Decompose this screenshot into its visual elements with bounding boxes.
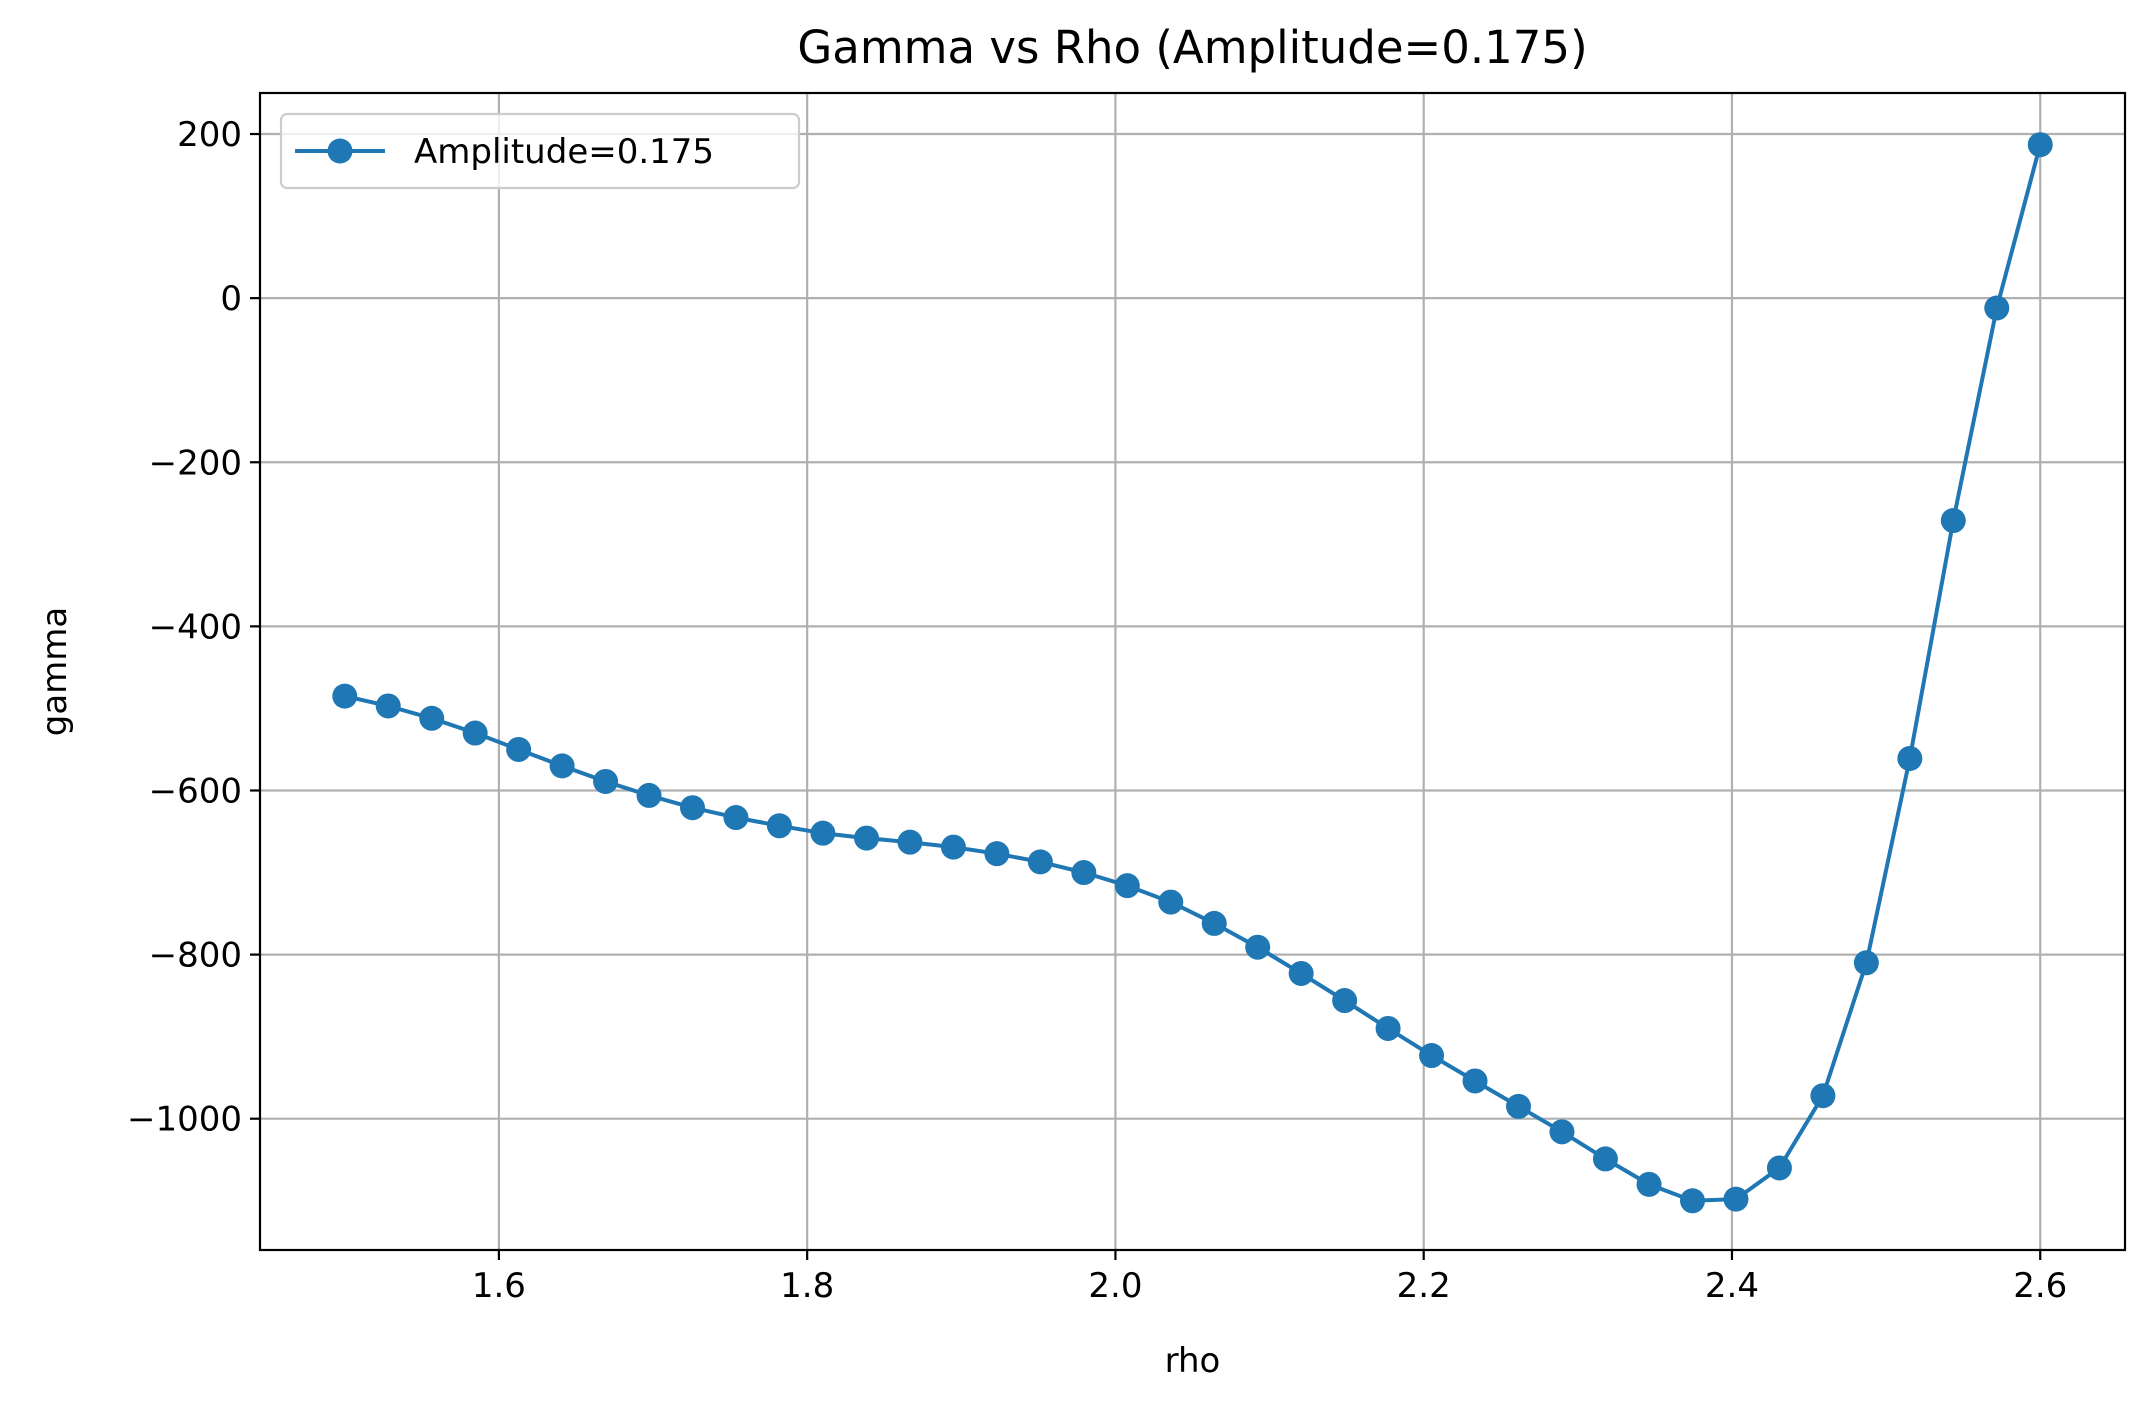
data-point xyxy=(810,820,836,846)
x-tick-label: 1.8 xyxy=(780,1266,834,1306)
data-point xyxy=(332,683,358,709)
data-point xyxy=(1462,1068,1488,1094)
data-point xyxy=(1201,910,1227,936)
data-point xyxy=(2027,132,2053,158)
data-point xyxy=(1810,1083,1836,1109)
data-point xyxy=(940,834,966,860)
x-tick-label: 2.2 xyxy=(1397,1266,1451,1306)
x-axis-label: rho xyxy=(1165,1341,1221,1381)
legend-marker-swatch xyxy=(327,138,353,164)
legend: Amplitude=0.175 xyxy=(279,112,801,190)
y-tick-label: −200 xyxy=(149,443,242,483)
data-point xyxy=(854,825,880,851)
data-point xyxy=(375,693,401,719)
y-axis-ticks: 200 0 −200 −400 −600 −800 −1000 xyxy=(127,115,260,1140)
x-axis-ticks: 1.6 1.8 2.0 2.2 2.4 2.6 xyxy=(472,1250,2067,1306)
data-point xyxy=(1505,1093,1531,1119)
data-point xyxy=(1158,889,1184,915)
data-point xyxy=(1375,1015,1401,1041)
data-point xyxy=(1940,508,1966,534)
data-point xyxy=(1549,1119,1575,1145)
data-point xyxy=(1332,988,1358,1014)
y-tick-label: −600 xyxy=(149,771,242,811)
data-point xyxy=(506,736,532,762)
data-point xyxy=(1897,745,1923,771)
legend-label: Amplitude=0.175 xyxy=(414,132,714,172)
data-point xyxy=(1680,1188,1706,1214)
data-point xyxy=(1984,295,2010,321)
data-point xyxy=(723,805,749,831)
data-point xyxy=(1027,849,1053,875)
data-point xyxy=(462,720,488,746)
x-tick-label: 2.0 xyxy=(1088,1266,1142,1306)
y-tick-label: −800 xyxy=(149,936,242,976)
data-point xyxy=(593,768,619,794)
x-tick-label: 2.6 xyxy=(2013,1266,2067,1306)
data-point xyxy=(1245,934,1271,960)
plot-frame xyxy=(258,91,2127,1252)
data-point xyxy=(636,782,662,808)
y-tick-label: 0 xyxy=(220,279,242,319)
data-point xyxy=(1592,1146,1618,1172)
data-point xyxy=(1766,1155,1792,1181)
data-point xyxy=(766,813,792,839)
data-point xyxy=(1636,1171,1662,1197)
x-tick-label: 2.4 xyxy=(1705,1266,1759,1306)
data-point xyxy=(419,705,445,731)
y-tick-label: −400 xyxy=(149,607,242,647)
grid xyxy=(260,93,2125,1250)
data-point xyxy=(1853,950,1879,976)
data-point xyxy=(1419,1043,1445,1069)
plot-series xyxy=(332,132,2053,1214)
data-point xyxy=(549,753,575,779)
data-point xyxy=(1071,860,1097,886)
data-point xyxy=(897,829,923,855)
data-point xyxy=(1288,960,1314,986)
y-axis-label: gamma xyxy=(35,607,75,737)
chart-title: Gamma vs Rho (Amplitude=0.175) xyxy=(797,21,1587,74)
data-point xyxy=(679,795,705,821)
series-line xyxy=(344,144,2043,1203)
x-tick-label: 1.6 xyxy=(472,1266,526,1306)
legend-box xyxy=(279,112,801,190)
y-tick-label: −1000 xyxy=(127,1100,242,1140)
data-point xyxy=(1723,1186,1749,1212)
data-point xyxy=(984,841,1010,867)
data-point xyxy=(1114,873,1140,899)
y-tick-label: 200 xyxy=(177,115,242,155)
